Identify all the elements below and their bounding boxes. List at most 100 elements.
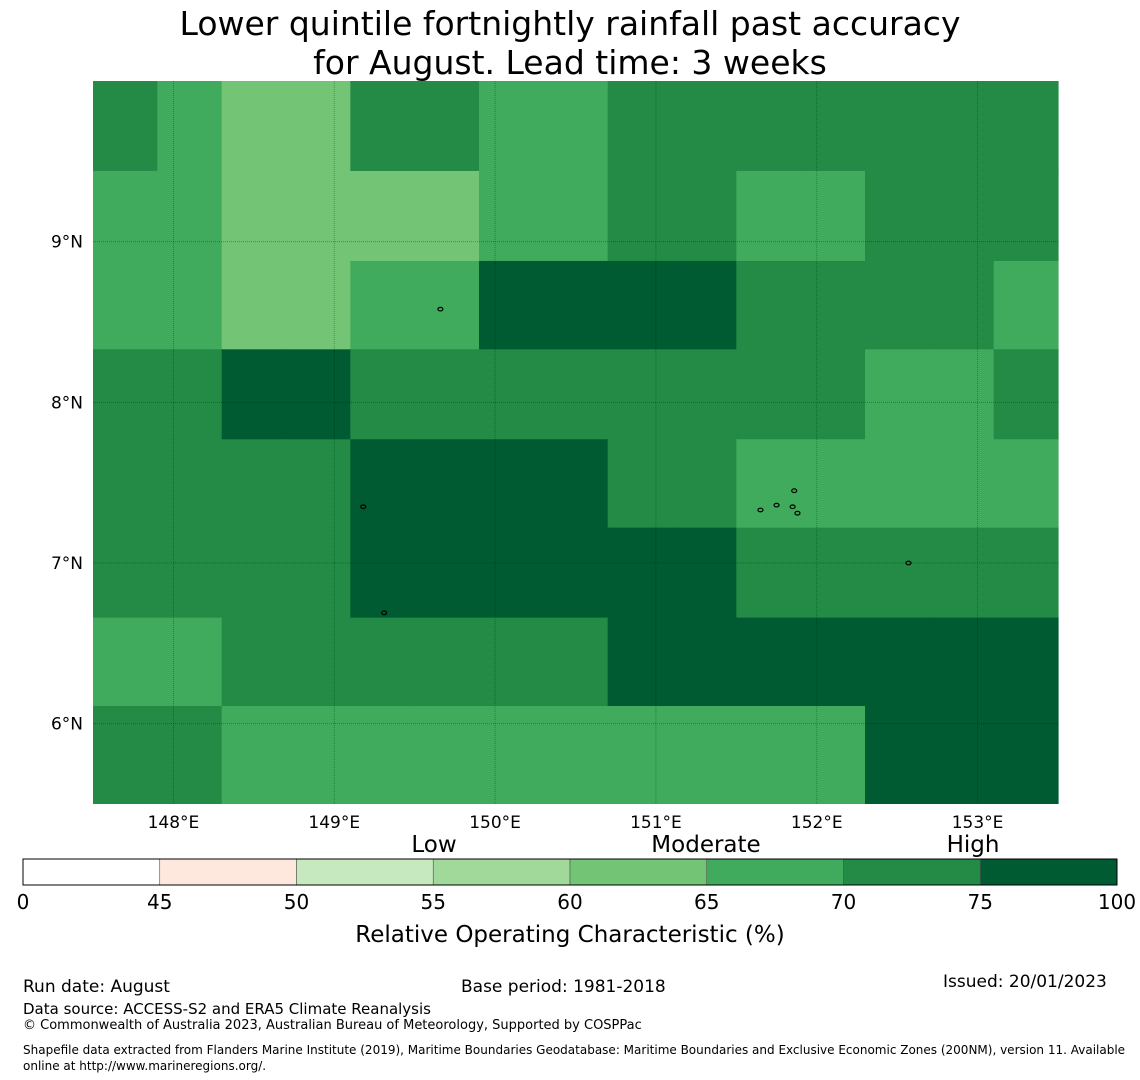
grid-cell	[929, 170, 995, 262]
base-period: Base period: 1981-2018	[461, 977, 666, 997]
grid-cell	[479, 705, 544, 797]
grid-cell	[607, 170, 673, 262]
longitude-tick-label: 150°E	[469, 813, 521, 833]
colorbar-segments	[22, 858, 1118, 886]
grid-cell	[350, 617, 416, 707]
grid-cell	[93, 439, 158, 529]
grid-cell	[479, 260, 544, 350]
colorbar-segment	[159, 858, 297, 886]
grid-cell	[993, 527, 1059, 619]
grid-cell	[865, 705, 930, 797]
grid-cell	[286, 705, 351, 797]
grid-cell	[414, 170, 480, 262]
grid-cell	[221, 349, 287, 440]
grid-cell	[929, 527, 995, 619]
grid-cell	[865, 260, 930, 350]
title-line-1: Lower quintile fortnightly rainfall past…	[179, 4, 961, 43]
grid-cell	[800, 81, 866, 172]
grid-cell	[479, 527, 544, 619]
grid-cell	[414, 349, 480, 440]
grid-cell	[543, 527, 609, 619]
grid-cell	[800, 260, 866, 350]
map-gridlines	[93, 81, 1058, 804]
grid-cell	[350, 795, 416, 804]
accuracy-grid-cells	[93, 81, 1059, 804]
island-outline	[791, 488, 798, 494]
latitude-tick-label: 7°N	[51, 554, 83, 574]
grid-cell	[865, 81, 930, 172]
colorbar-segment	[843, 858, 981, 886]
grid-cell	[736, 170, 802, 262]
grid-cell	[736, 349, 802, 440]
grid-cell	[286, 527, 351, 619]
grid-cell	[865, 349, 930, 440]
grid-cell	[157, 349, 223, 440]
grid-cell	[286, 81, 351, 172]
colorbar-segment	[979, 858, 1118, 886]
grid-cell	[93, 705, 158, 797]
grid-cell	[736, 617, 802, 707]
copyright-notice: © Commonwealth of Australia 2023, Austra…	[23, 1018, 642, 1033]
grid-cell	[800, 439, 866, 529]
grid-cell	[350, 349, 416, 440]
grid-cell	[479, 170, 544, 262]
grid-cell	[672, 617, 737, 707]
longitude-tick-label: 148°E	[148, 813, 200, 833]
grid-cell	[865, 170, 930, 262]
longitude-tick-labels: 148°E 149°E 150°E 151°E 152°E 153°E	[148, 813, 1004, 833]
grid-cell	[350, 260, 416, 350]
grid-cell	[93, 170, 158, 262]
grid-cell	[993, 705, 1059, 797]
grid-cell	[543, 795, 609, 804]
grid-cell	[221, 617, 287, 707]
grid-cell	[414, 260, 480, 350]
island-outline	[773, 502, 780, 508]
island-outline	[905, 560, 912, 566]
shapefile-note: Shapefile data extracted from Flanders M…	[23, 1043, 1126, 1073]
grid-cell	[221, 795, 287, 804]
grid-cell	[672, 795, 737, 804]
grid-cell	[479, 349, 544, 440]
colorbar-tick-label: 70	[831, 890, 856, 914]
grid-cell	[736, 705, 802, 797]
colorbar-tick-label: 55	[421, 890, 446, 914]
longitude-tick-label: 151°E	[630, 813, 682, 833]
grid-cell	[929, 349, 995, 440]
colorbar-segment	[296, 858, 434, 886]
grid-cell	[350, 81, 416, 172]
colorbar-tick-label: 50	[284, 890, 309, 914]
grid-cell	[221, 170, 287, 262]
grid-cell	[221, 260, 287, 350]
grid-cell	[414, 81, 480, 172]
grid-cell	[800, 795, 866, 804]
grid-cell	[865, 527, 930, 619]
grid-cell	[221, 439, 287, 529]
grid-cell	[800, 705, 866, 797]
grid-cell	[543, 705, 609, 797]
colorbar-tick-label: 75	[968, 890, 993, 914]
grid-cell	[672, 705, 737, 797]
grid-cell	[414, 617, 480, 707]
colorbar-tick-label: 0	[17, 890, 30, 914]
grid-cell	[800, 170, 866, 262]
grid-cell	[157, 795, 223, 804]
grid-cell	[607, 349, 673, 440]
grid-cell	[736, 795, 802, 804]
grid-cell	[736, 81, 802, 172]
grid-cell	[800, 527, 866, 619]
grid-cell	[607, 260, 673, 350]
grid-cell	[221, 705, 287, 797]
grid-cell	[286, 795, 351, 804]
colorbar-label: Relative Operating Characteristic (%)	[355, 922, 784, 948]
grid-cell	[414, 795, 480, 804]
grid-cell	[350, 527, 416, 619]
grid-cell	[929, 795, 995, 804]
grid-cell	[157, 527, 223, 619]
grid-cell	[350, 705, 416, 797]
grid-cell	[157, 617, 223, 707]
grid-cell	[414, 527, 480, 619]
run-date: Run date: August	[23, 977, 170, 997]
grid-cell	[607, 81, 673, 172]
grid-cell	[286, 617, 351, 707]
grid-cell	[286, 439, 351, 529]
